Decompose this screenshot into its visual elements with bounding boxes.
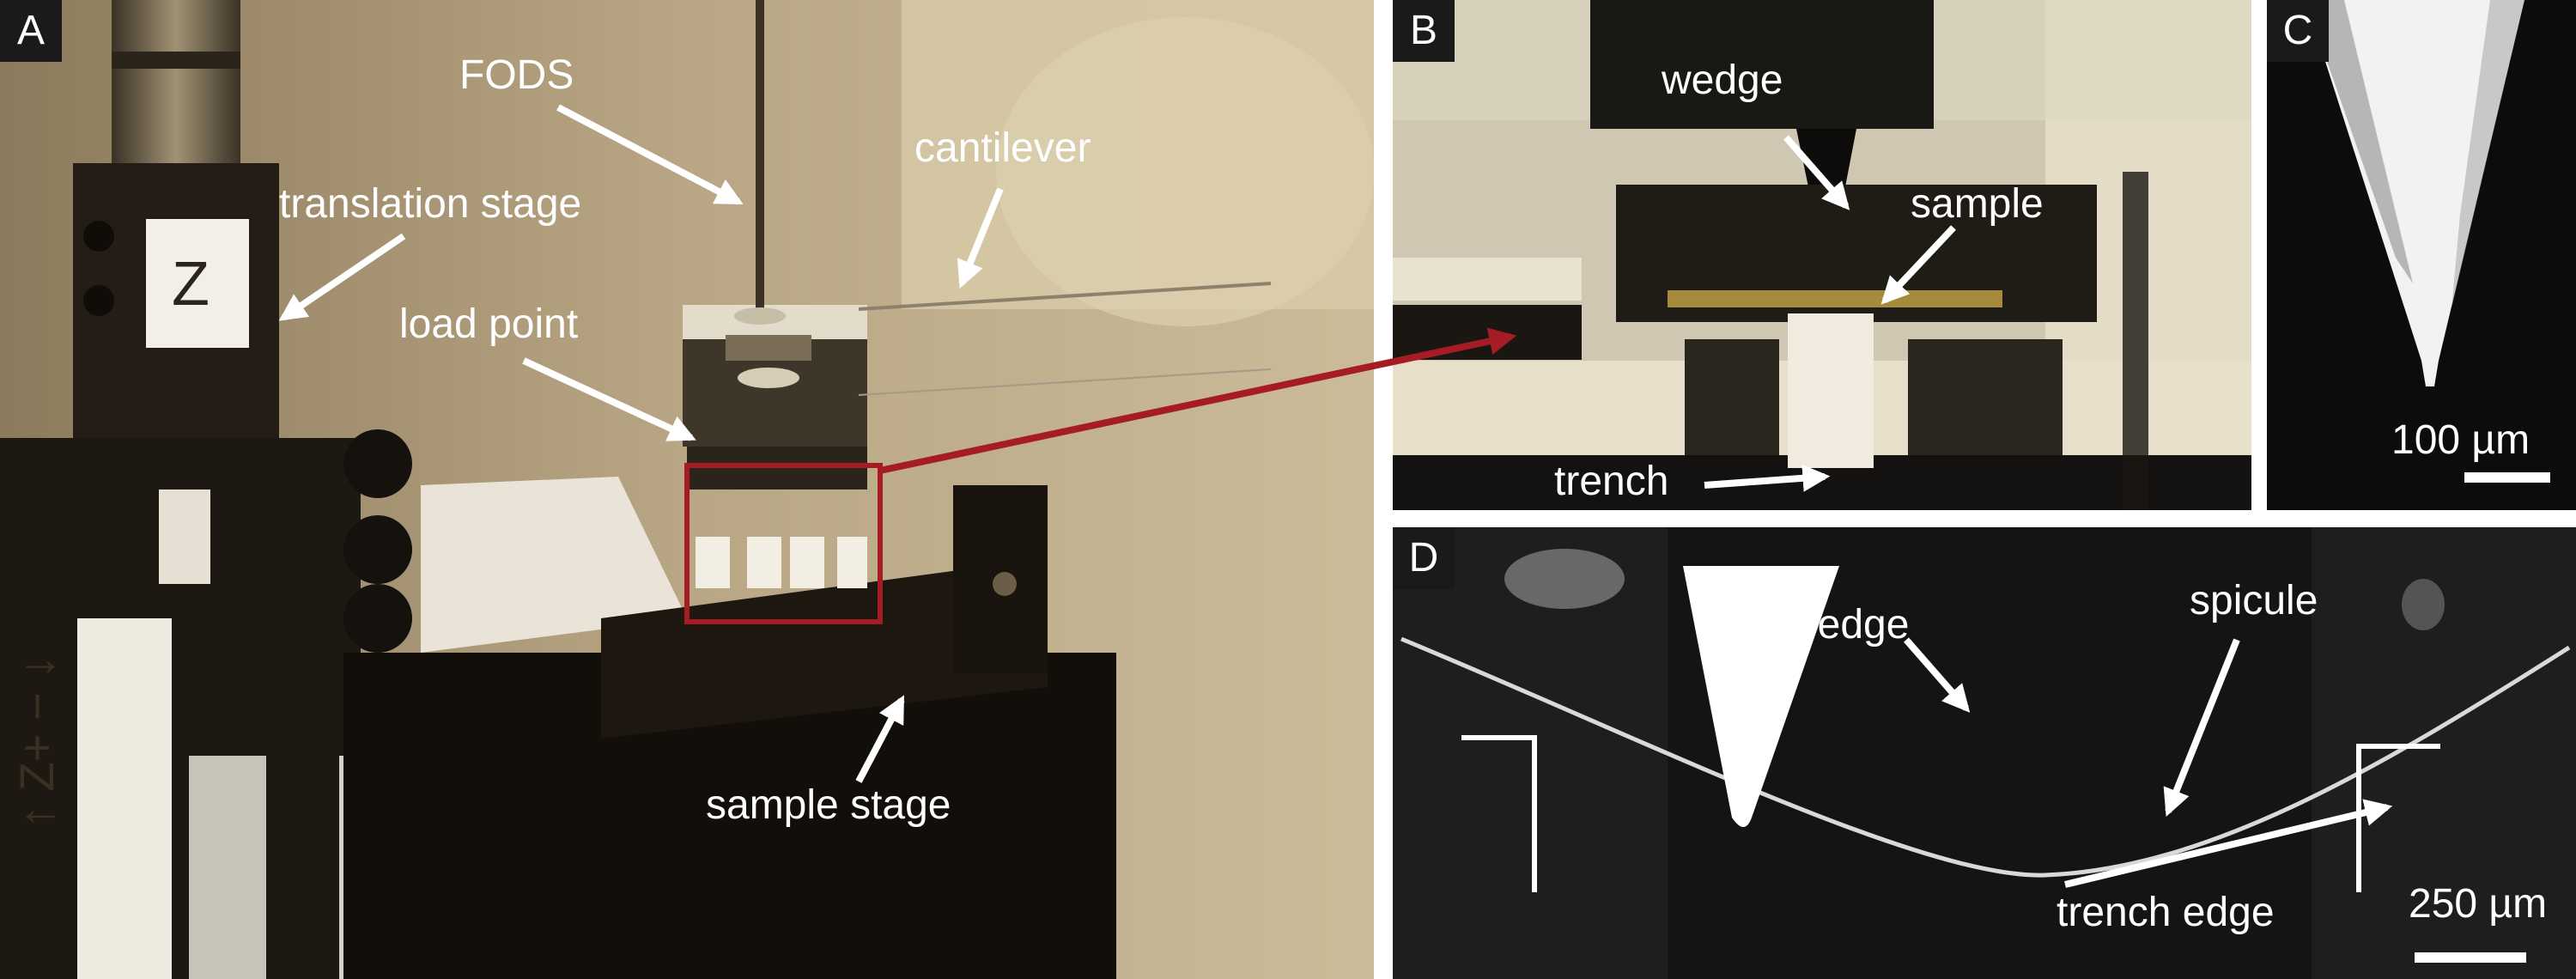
label-translation-stage: translation stage	[279, 181, 582, 227]
label-d-wedge: wedge	[1788, 602, 1910, 648]
label-b-wedge: wedge	[1662, 58, 1783, 103]
label-load-point: load point	[399, 301, 579, 347]
panel-label-c: C	[2267, 0, 2329, 62]
label-b-trench: trench	[1554, 459, 1669, 504]
panel-label-d: D	[1393, 527, 1455, 589]
scale-bar-d	[2415, 952, 2526, 963]
label-b-sample: sample	[1911, 181, 2044, 227]
label-d-spicule: spicule	[2190, 578, 2318, 623]
panel-a	[0, 0, 1374, 979]
wedge-shape	[1683, 566, 1839, 827]
scale-bar-c	[2464, 472, 2550, 483]
panel-a-photo	[0, 0, 1374, 979]
label-cantilever: cantilever	[914, 125, 1091, 171]
panel-c-micrograph	[2267, 0, 2576, 510]
panel-c	[2267, 0, 2576, 510]
stage-letter-z: Z	[172, 250, 210, 319]
panel-label-a: A	[0, 0, 62, 62]
label-d-trench-edge: trench edge	[2057, 890, 2275, 935]
panel-b	[1393, 0, 2251, 510]
label-fods: FODS	[459, 52, 574, 98]
panel-b-photo	[1393, 0, 2251, 510]
scale-label-c: 100 µm	[2391, 417, 2530, 463]
panel-d-micrograph	[1393, 527, 2576, 979]
scale-label-d: 250 µm	[2409, 881, 2548, 927]
label-sample-stage: sample stage	[706, 782, 951, 828]
panel-label-b: B	[1393, 0, 1455, 62]
highlight-box	[684, 463, 883, 624]
stage-axis-label: ↑ Z+ − ↓	[9, 654, 64, 829]
trench-edge-left	[1461, 735, 1537, 892]
panel-d	[1393, 527, 2576, 979]
